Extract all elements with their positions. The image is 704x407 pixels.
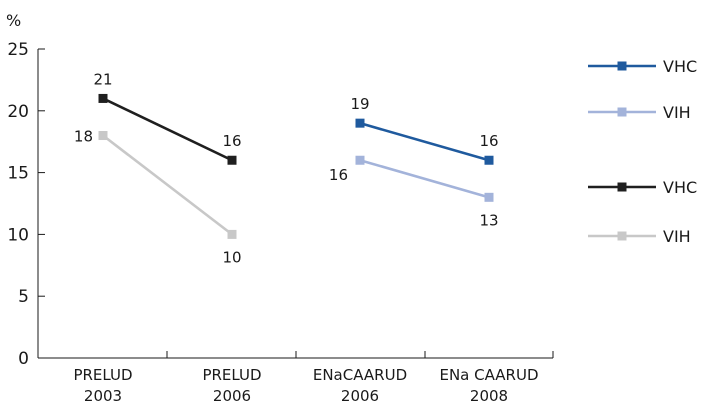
data-point-marker xyxy=(98,131,108,141)
series-vhc-0: 21 16 xyxy=(93,70,242,165)
series-line xyxy=(102,134,233,236)
data-point-marker xyxy=(484,192,494,202)
y-axis-unit-label: % xyxy=(6,11,21,30)
data-point-marker xyxy=(355,155,365,165)
x-category-label: PRELUD xyxy=(73,366,132,384)
x-category-label: ENaCAARUD xyxy=(313,366,407,384)
data-label: 16 xyxy=(329,166,348,184)
data-label: 18 xyxy=(74,128,93,146)
data-label: 13 xyxy=(479,211,498,229)
legend-item: VIH xyxy=(588,103,691,122)
data-point-marker xyxy=(227,229,237,239)
x-category-year: 2006 xyxy=(341,387,379,405)
data-point-marker xyxy=(227,155,237,165)
legend-marker xyxy=(617,61,627,71)
legend-label: VHC xyxy=(663,57,697,76)
legend: VHC VIH VHC VIH xyxy=(588,57,697,246)
legend-marker xyxy=(617,182,627,192)
data-label: 10 xyxy=(222,248,241,266)
y-tick-label: 15 xyxy=(7,164,29,184)
data-point-marker xyxy=(98,93,108,103)
legend-marker xyxy=(617,107,627,117)
data-point-marker xyxy=(484,155,494,165)
y-tick-label: 5 xyxy=(18,287,29,307)
y-tick-label: 0 xyxy=(18,349,29,369)
data-label: 19 xyxy=(350,95,369,113)
series-line xyxy=(359,158,490,199)
data-label: 16 xyxy=(222,132,241,150)
data-label: 16 xyxy=(479,132,498,150)
x-category-year: 2003 xyxy=(84,387,122,405)
x-category-label: PRELUD xyxy=(202,366,261,384)
legend-item: VHC xyxy=(588,178,697,197)
y-tick-label: 25 xyxy=(7,40,29,60)
data-point-marker xyxy=(355,118,365,128)
y-tick-label: 10 xyxy=(7,225,29,245)
legend-marker xyxy=(617,231,627,241)
series-line xyxy=(102,97,233,162)
legend-label: VIH xyxy=(663,227,691,246)
x-category-year: 2006 xyxy=(213,387,251,405)
legend-item: VHC xyxy=(588,57,697,76)
x-category-year: 2008 xyxy=(470,387,508,405)
data-label: 21 xyxy=(93,70,112,88)
legend-item: VIH xyxy=(588,227,691,246)
series-line xyxy=(359,121,490,162)
y-tick-label: 20 xyxy=(7,102,29,122)
legend-label: VIH xyxy=(663,103,691,122)
legend-label: VHC xyxy=(663,178,697,197)
axes: 0 5 10 15 20 25 PRELUD 2003 PRELUD 2006 ENaCAARUD 2… xyxy=(7,40,554,405)
x-category-label: ENa CAARUD xyxy=(439,366,538,384)
